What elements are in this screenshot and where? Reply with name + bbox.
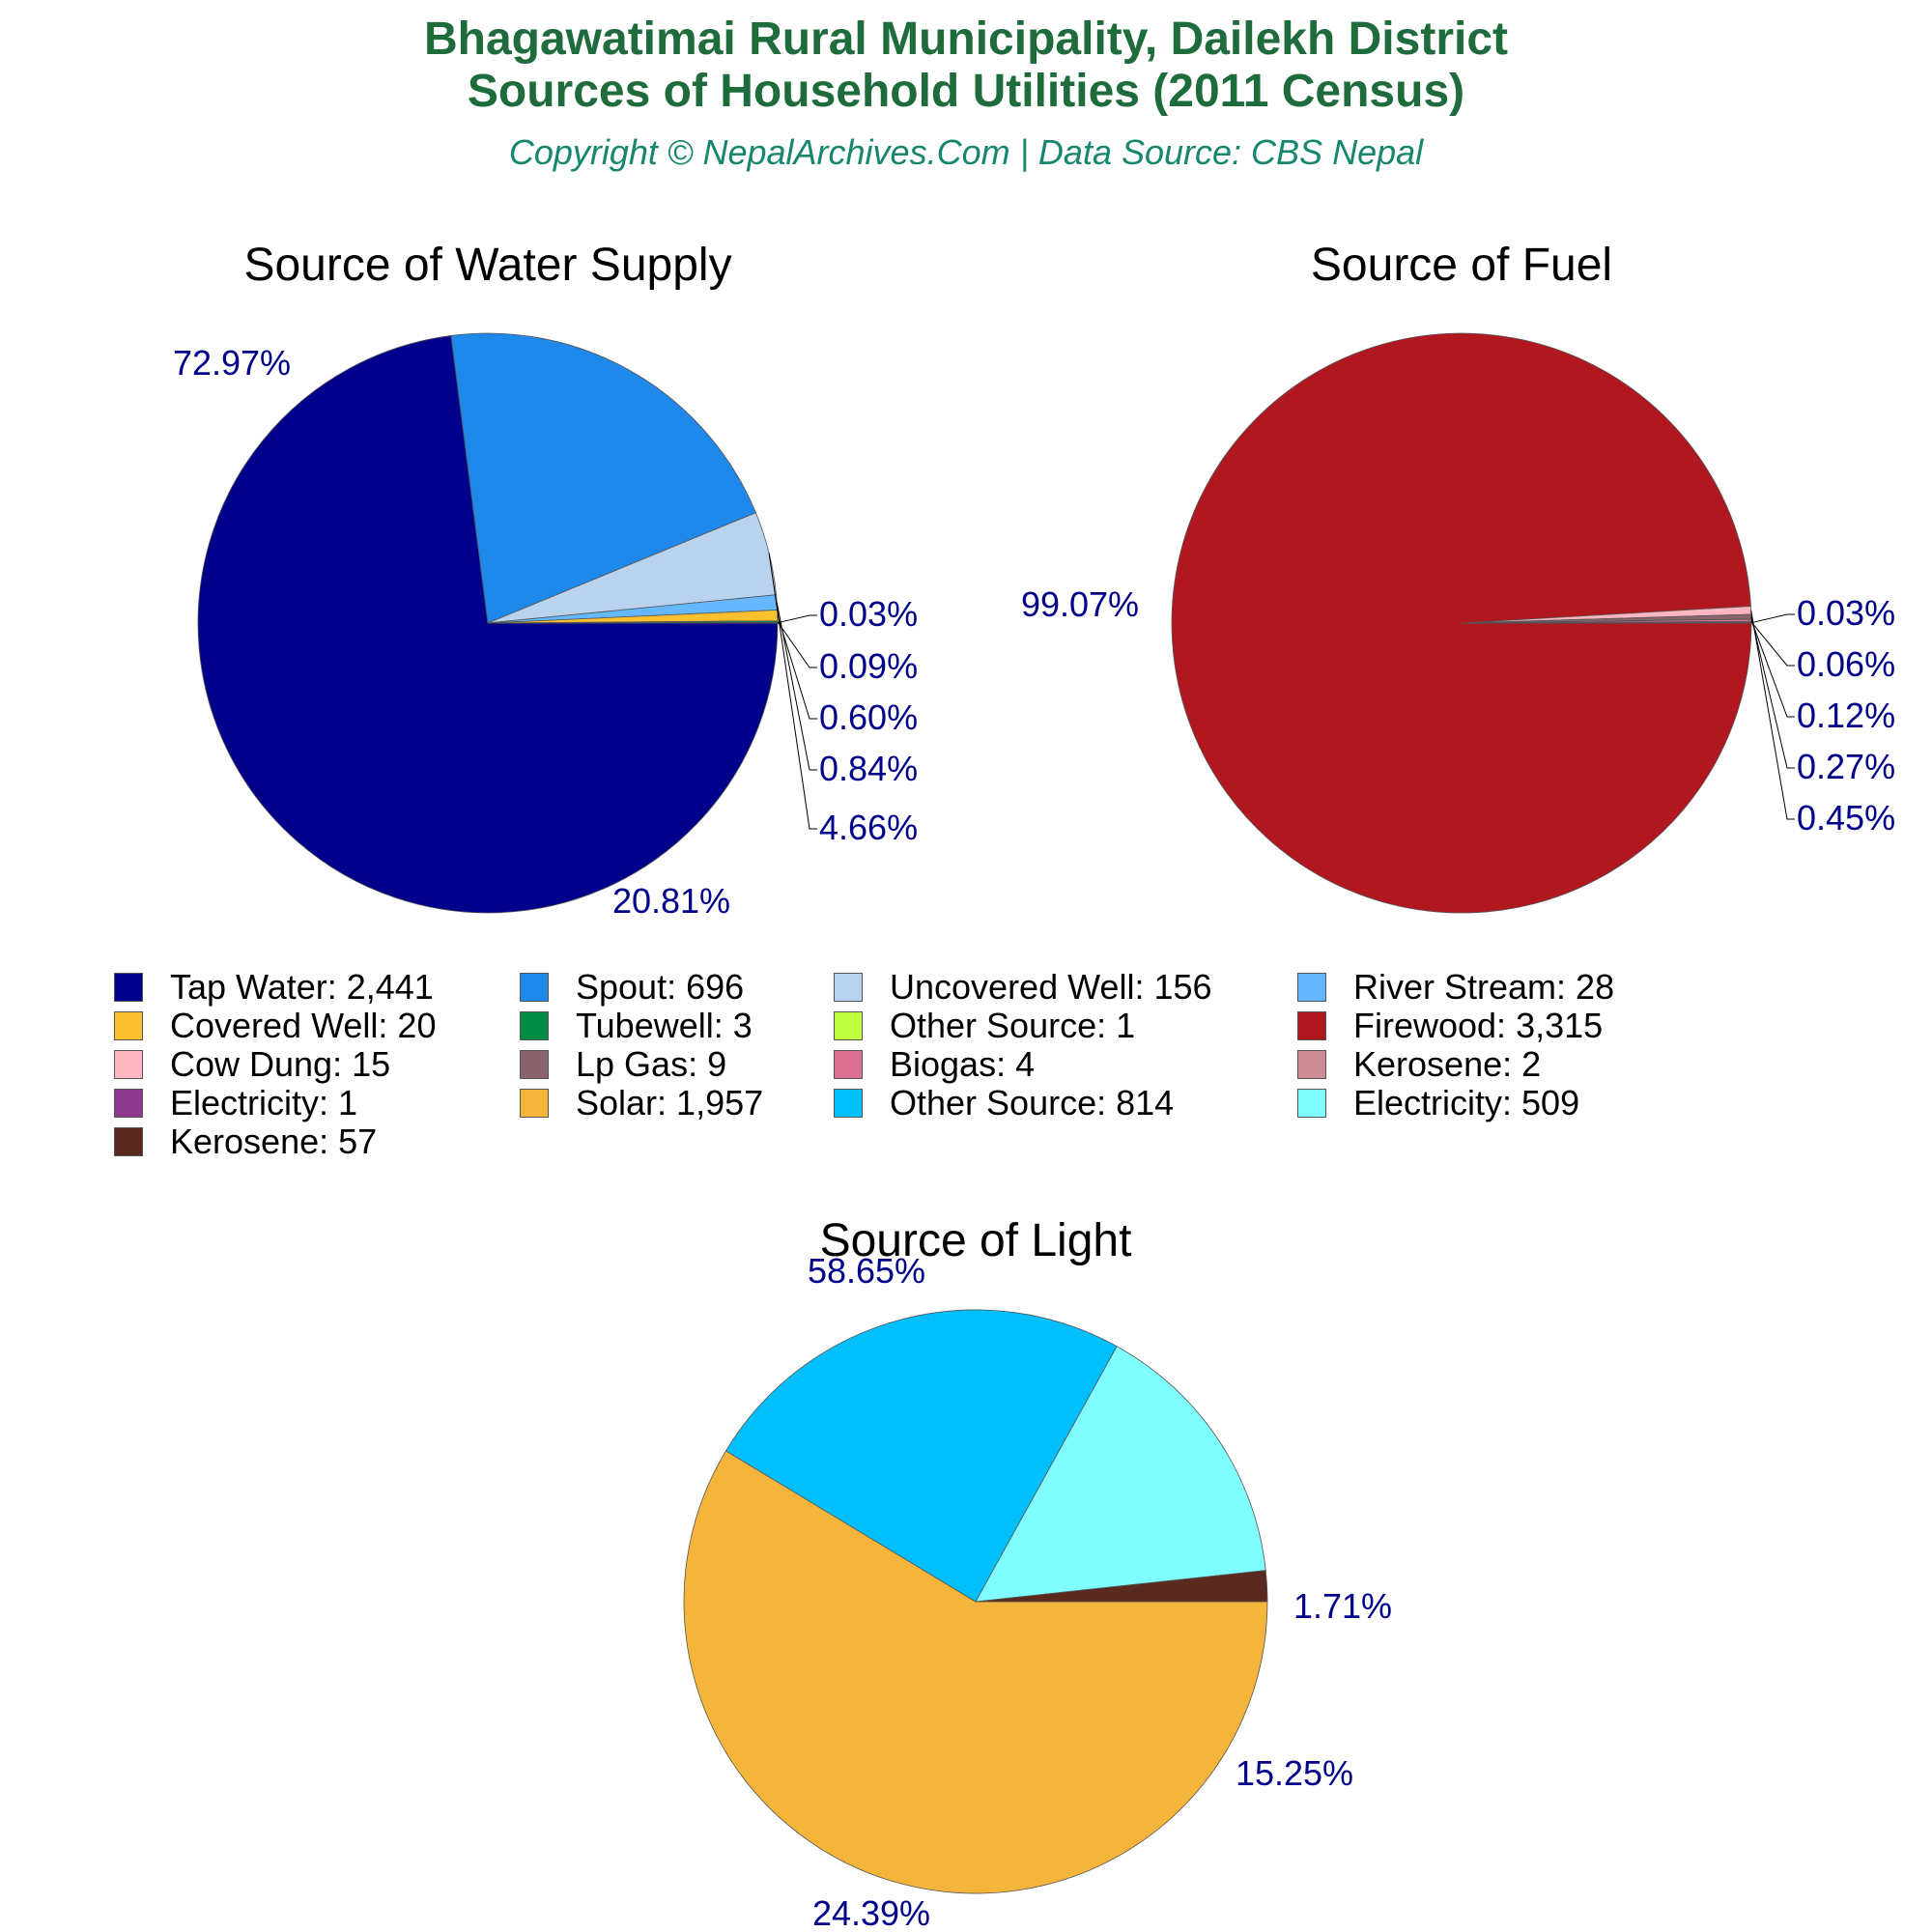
legend-swatch bbox=[1297, 1050, 1326, 1079]
leader-line bbox=[776, 602, 817, 771]
leader-line bbox=[1750, 610, 1795, 820]
percent-label: 15.25% bbox=[1236, 1753, 1353, 1793]
leader-line bbox=[1750, 621, 1795, 667]
pie-slice-other-source bbox=[724, 1309, 1118, 1603]
leader-line bbox=[1750, 616, 1795, 769]
legend-label: Tubewell: 3 bbox=[576, 1006, 753, 1045]
percent-label: 0.60% bbox=[819, 697, 918, 737]
percent-label: 24.39% bbox=[812, 1893, 930, 1932]
pie-slice-solar bbox=[683, 1450, 1268, 1894]
legend-label: Other Source: 1 bbox=[890, 1006, 1136, 1045]
pie-title: Source of Water Supply bbox=[243, 240, 731, 291]
main-title-line1: Bhagawatimai Rural Municipality, Dailekh… bbox=[423, 14, 1509, 65]
percent-label: 0.06% bbox=[1797, 644, 1895, 684]
legend-item: Other Source: 1 bbox=[834, 1006, 1136, 1045]
legend-swatch bbox=[834, 1089, 863, 1118]
percent-label: 58.65% bbox=[808, 1251, 925, 1291]
leader-line bbox=[1750, 620, 1795, 718]
percent-label: 0.27% bbox=[1797, 747, 1895, 786]
legend-label: Electricity: 509 bbox=[1353, 1083, 1580, 1122]
legend-label: Biogas: 4 bbox=[890, 1044, 1036, 1084]
legend-label: Other Source: 814 bbox=[890, 1083, 1175, 1122]
main-title-line2: Sources of Household Utilities (2011 Cen… bbox=[467, 66, 1465, 117]
pie-source-of-water-supply: Source of Water Supply 72.97% 20.81% 0.03% 0… bbox=[173, 240, 918, 921]
legend-label: Solar: 1,957 bbox=[576, 1083, 764, 1122]
legend-item: Electricity: 1 bbox=[114, 1083, 358, 1122]
leader-line bbox=[777, 614, 817, 624]
legend-label: Firewood: 3,315 bbox=[1353, 1006, 1604, 1045]
percent-label: 0.12% bbox=[1797, 696, 1895, 735]
leader-line bbox=[768, 553, 817, 830]
legend-label: Kerosene: 57 bbox=[170, 1122, 378, 1161]
legend-item: Other Source: 814 bbox=[834, 1083, 1175, 1122]
pie-slice-electricity bbox=[1461, 622, 1752, 624]
legend-label: Kerosene: 2 bbox=[1353, 1044, 1542, 1084]
legend-label: Cow Dung: 15 bbox=[170, 1044, 391, 1084]
percent-label: 0.45% bbox=[1797, 798, 1895, 838]
pie-title: Source of Fuel bbox=[1311, 240, 1612, 291]
legend-label: River Stream: 28 bbox=[1353, 967, 1615, 1007]
legend-swatch bbox=[1297, 1011, 1326, 1040]
legend-item: Covered Well: 20 bbox=[114, 1006, 437, 1045]
legend-label: Spout: 696 bbox=[576, 967, 745, 1007]
leader-line bbox=[777, 621, 817, 668]
percent-label: 20.81% bbox=[612, 881, 730, 921]
legend-item: Tap Water: 2,441 bbox=[114, 967, 434, 1007]
pie-slice-tap-water bbox=[197, 334, 779, 914]
pie-source-of-fuel: Source of Fuel 99.07% 0.03% 0.06% 0.12% 0.27%… bbox=[1021, 240, 1895, 914]
legend-item: Cow Dung: 15 bbox=[114, 1044, 391, 1084]
legend-item: Firewood: 3,315 bbox=[1297, 1006, 1604, 1045]
percent-label: 99.07% bbox=[1021, 584, 1139, 624]
percent-label: 0.84% bbox=[819, 749, 918, 788]
legend-label: Lp Gas: 9 bbox=[576, 1044, 727, 1084]
leader-line bbox=[777, 614, 817, 720]
legend-swatch bbox=[520, 1050, 549, 1079]
legend-swatch bbox=[834, 1050, 863, 1079]
legend-label: Electricity: 1 bbox=[170, 1083, 358, 1122]
percent-label: 0.09% bbox=[819, 646, 918, 686]
pie-title: Source of Light bbox=[820, 1215, 1132, 1266]
legend-swatch bbox=[520, 973, 549, 1002]
legend-item: River Stream: 28 bbox=[1297, 967, 1615, 1007]
percent-label: 0.03% bbox=[1797, 593, 1895, 633]
pie-slice-electricity bbox=[975, 1346, 1266, 1603]
legend-swatch bbox=[1297, 1089, 1326, 1118]
chart-header: Bhagawatimai Rural Municipality, Dailekh… bbox=[0, 14, 1932, 174]
pie-slice-spout bbox=[450, 332, 756, 624]
percent-label: 72.97% bbox=[173, 343, 291, 383]
legend-swatch bbox=[114, 973, 143, 1002]
legend-item: Kerosene: 2 bbox=[1297, 1044, 1542, 1084]
legend-swatch bbox=[114, 1011, 143, 1040]
legend-swatch bbox=[114, 1127, 143, 1156]
percent-label: 1.71% bbox=[1293, 1586, 1392, 1626]
legend-item: Solar: 1,957 bbox=[520, 1083, 764, 1122]
percent-label: 0.03% bbox=[819, 594, 918, 634]
legend-item: Kerosene: 57 bbox=[114, 1122, 377, 1161]
legend-swatch bbox=[834, 1011, 863, 1040]
chart-subtitle: Copyright © NepalArchives.Com | Data Sou… bbox=[508, 132, 1424, 172]
legend-item: Lp Gas: 9 bbox=[520, 1044, 727, 1084]
legend-item: Tubewell: 3 bbox=[520, 1006, 753, 1045]
legend-item: Biogas: 4 bbox=[834, 1044, 1036, 1084]
percent-label: 4.66% bbox=[819, 808, 918, 847]
legend-swatch bbox=[520, 1089, 549, 1118]
legend-label: Tap Water: 2,441 bbox=[170, 967, 434, 1007]
pie-slice-other-source bbox=[487, 622, 779, 624]
legend-item: Spout: 696 bbox=[520, 967, 745, 1007]
pie-slice-kerosene bbox=[975, 1570, 1268, 1603]
legend-swatch bbox=[1297, 973, 1326, 1002]
legend-item: Electricity: 509 bbox=[1297, 1083, 1580, 1122]
legend-item: Uncovered Well: 156 bbox=[834, 967, 1212, 1007]
legend-swatch bbox=[114, 1050, 143, 1079]
leader-line bbox=[1750, 613, 1795, 624]
legend-swatch bbox=[520, 1011, 549, 1040]
legend-swatch bbox=[834, 973, 863, 1002]
legend-label: Covered Well: 20 bbox=[170, 1006, 437, 1045]
legend-swatch bbox=[114, 1089, 143, 1118]
legend-label: Uncovered Well: 156 bbox=[890, 967, 1212, 1007]
